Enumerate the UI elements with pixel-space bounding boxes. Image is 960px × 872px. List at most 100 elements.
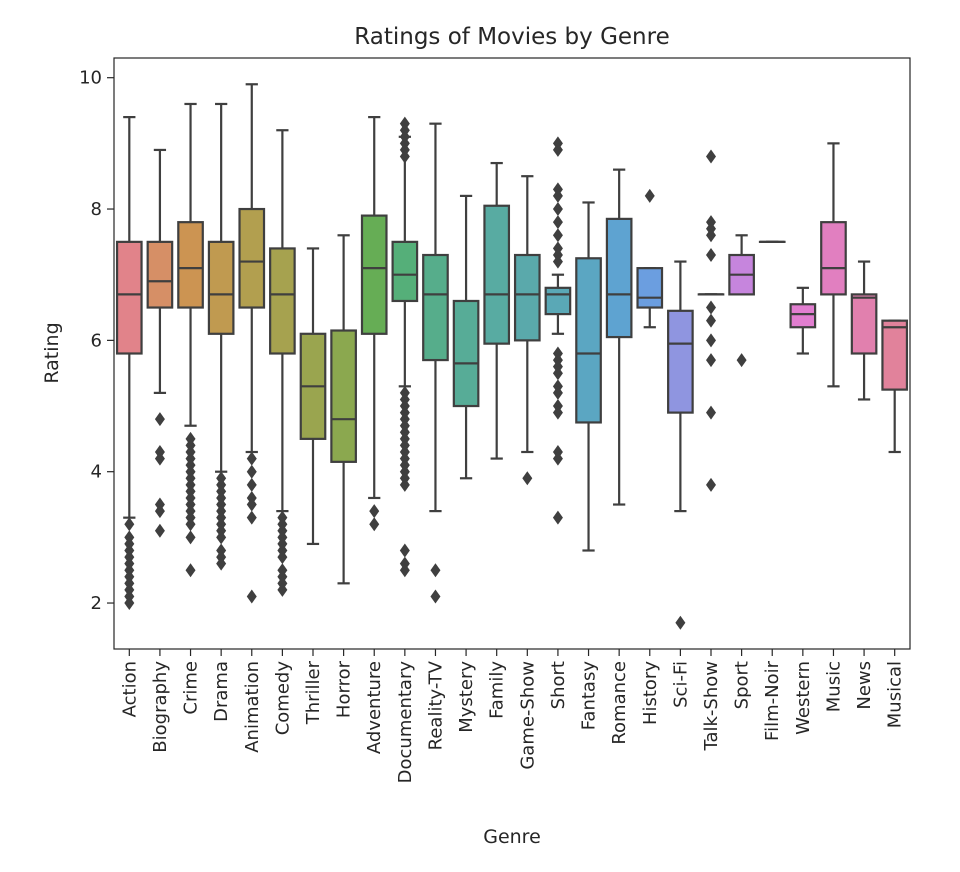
plot-frame (113, 57, 911, 650)
box-reality-tv (422, 122, 449, 604)
x-tick-label: Biography (150, 661, 171, 753)
outlier-point (216, 556, 227, 571)
outlier-point (430, 589, 441, 604)
box-game-show (513, 175, 541, 486)
x-tick-label: Reality-TV (425, 660, 446, 750)
outlier-point (369, 517, 380, 532)
outlier-point (277, 550, 288, 565)
outlier-point (552, 228, 563, 243)
y-tick-label: 6 (91, 330, 102, 351)
box-comedy (269, 129, 296, 597)
x-tick-label: History (640, 661, 661, 725)
box-body (667, 309, 694, 414)
x-tick-label: Film-Noir (762, 660, 783, 741)
outlier-point (552, 385, 563, 400)
x-tick-label: Romance (609, 661, 630, 745)
outlier-point (399, 543, 410, 558)
box-body (513, 253, 541, 342)
box-body (115, 240, 143, 355)
box-western (789, 286, 817, 355)
box-body (881, 319, 909, 391)
outlier-point (552, 215, 563, 230)
x-tick-label: Fantasy (579, 661, 600, 731)
outlier-point (736, 353, 747, 368)
box-horror (330, 234, 357, 585)
outlier-point (185, 563, 196, 578)
box-body (820, 221, 847, 296)
outlier-point (185, 530, 196, 545)
x-tick-label: Horror (334, 660, 355, 718)
outlier-point (552, 142, 563, 157)
outlier-point (246, 464, 257, 479)
x-axis-label: Genre (483, 826, 541, 848)
box-body (452, 299, 480, 408)
outlier-point (430, 563, 441, 578)
outlier-point (706, 149, 716, 164)
box-body (146, 240, 174, 309)
outlier-point (706, 477, 716, 492)
box-romance (605, 168, 633, 506)
box-body (207, 240, 235, 335)
outlier-point (216, 530, 227, 545)
outlier-point (675, 615, 686, 630)
outlier-point (154, 504, 165, 519)
outlier-point (644, 188, 655, 203)
box-body (330, 329, 357, 463)
x-tick-label: Music (823, 661, 844, 712)
x-tick-label: Musical (885, 661, 906, 728)
outlier-point (246, 451, 257, 466)
box-body (360, 214, 388, 335)
outlier-point (185, 517, 196, 532)
outlier-point (246, 510, 257, 525)
box-news (850, 260, 878, 401)
x-tick-label: Sport (732, 661, 753, 709)
outlier-point (552, 451, 563, 466)
box-biography (146, 148, 174, 538)
outlier-point (706, 248, 716, 262)
box-adventure (360, 115, 388, 532)
outlier-point (399, 563, 410, 578)
box-body (789, 303, 817, 329)
y-axis: 2 4 6 8 10 (79, 68, 114, 614)
box-body (483, 204, 511, 345)
box-talk-show (697, 149, 725, 492)
chart-title: Ratings of Movies by Genre (354, 24, 669, 50)
outlier-point (124, 517, 135, 532)
box-family (483, 161, 511, 460)
outlier-point (246, 477, 257, 492)
box-body (575, 257, 602, 424)
box-body (177, 221, 204, 309)
outlier-point (706, 405, 716, 420)
outlier-point (706, 313, 716, 328)
box-animation (238, 83, 266, 604)
x-tick-label: Short (548, 661, 569, 709)
box-body (238, 207, 266, 309)
box-musical (881, 319, 909, 454)
outlier-point (522, 471, 533, 486)
outlier-point (552, 254, 563, 269)
box-body (605, 217, 633, 339)
box-music (820, 142, 847, 388)
x-tick-label: Talk-Show (701, 661, 722, 752)
box-crime (177, 102, 204, 578)
y-axis-label: Rating (41, 322, 63, 383)
x-tick-label: Game-Show (517, 661, 538, 770)
x-tick-label: Thriller (303, 660, 324, 725)
outlier-point (706, 353, 716, 368)
outlier-point (552, 188, 563, 203)
box-drama (207, 102, 235, 571)
box-short (544, 136, 572, 525)
outlier-point (706, 228, 716, 243)
y-tick-label: 8 (91, 199, 102, 220)
y-tick-label: 2 (91, 593, 102, 614)
outlier-point (706, 333, 716, 348)
box-body (544, 286, 572, 316)
outlier-point (399, 477, 410, 492)
box-body (636, 267, 664, 309)
x-tick-label: Crime (181, 661, 202, 715)
box-sci-fi (667, 260, 694, 630)
x-tick-label: Documentary (395, 661, 416, 784)
outlier-point (552, 202, 563, 217)
outlier-point (369, 504, 380, 519)
